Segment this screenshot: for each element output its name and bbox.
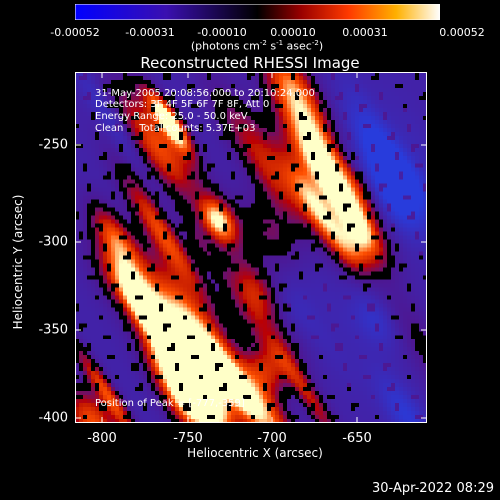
- y-tick-label: -300: [38, 234, 68, 250]
- colorbar-tick-label: 0.00010: [270, 26, 316, 39]
- y-tick-label: -400: [38, 410, 68, 426]
- colorbar-tick-label: 0.00052: [439, 26, 485, 39]
- plot-frame: [75, 72, 427, 423]
- y-axis-label: Heliocentric Y (arcsec): [11, 194, 25, 330]
- image-title: Reconstructed RHESSI Image: [140, 54, 360, 72]
- x-tick-label: -750: [173, 431, 203, 446]
- x-tick-label: -700: [257, 431, 287, 446]
- x-tick-label: -650: [342, 431, 372, 446]
- colorbar-tick-label: -0.00010: [197, 26, 247, 39]
- colorbar-unit-label: (photons cm-2 s-1 asec-2): [190, 39, 324, 53]
- colorbar-tick-label: -0.00031: [125, 26, 175, 39]
- energy-annotation: Energy Range: 25.0 - 50.0 keV: [95, 111, 248, 122]
- x-tick-label: -800: [87, 431, 117, 446]
- peak-position-annotation: Position of Peak = [-777,-359]: [95, 398, 245, 409]
- y-tick-label: -350: [38, 322, 68, 338]
- colorbar: [75, 4, 440, 20]
- time-range-annotation: 31-May-2005 20:08:56.000 to 20:10:24.000: [95, 88, 315, 99]
- y-tick-label: -250: [38, 137, 68, 153]
- colorbar-tick-label: -0.00052: [50, 26, 100, 39]
- detectors-annotation: Detectors: 3F 4F 5F 6F 7F 8F, Att 0: [95, 99, 270, 110]
- rhessi-image-map: [75, 72, 427, 423]
- x-axis-label: Heliocentric X (arcsec): [187, 446, 323, 460]
- clean-annotation: Clean Total counts: 5.37E+03: [95, 123, 256, 134]
- colorbar-tick-label: 0.00031: [342, 26, 388, 39]
- timestamp: 30-Apr-2022 08:29: [372, 481, 494, 496]
